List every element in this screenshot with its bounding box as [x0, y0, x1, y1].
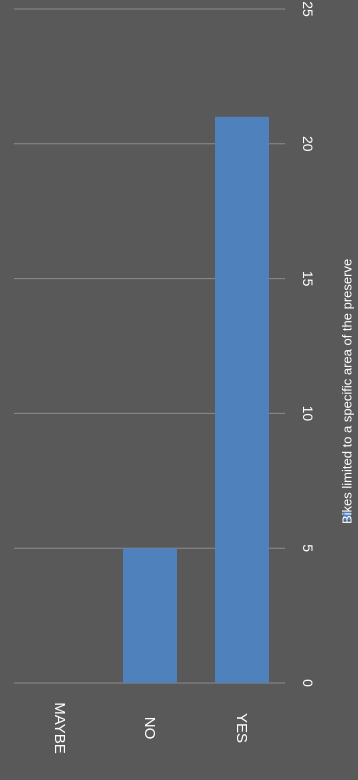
bar-no: [123, 548, 177, 683]
tick-label-25: 25: [300, 1, 316, 17]
legend-swatch: [343, 512, 351, 520]
legend-label: Bikes limited to a specific area of the …: [340, 259, 355, 524]
category-label-no: NO: [141, 717, 158, 740]
category-label-yes: YES: [233, 713, 250, 743]
category-label-maybe: MAYBE: [51, 702, 68, 753]
bars: [123, 116, 269, 684]
tick-label-10: 10: [300, 406, 316, 422]
tick-label-5: 5: [300, 544, 316, 552]
tick-label-15: 15: [300, 271, 316, 287]
legend: Bikes limited to a specific area of the …: [340, 259, 355, 524]
tick-label-0: 0: [300, 679, 316, 687]
tick-label-20: 20: [300, 136, 316, 152]
category-labels: MAYBE NO YES: [51, 702, 250, 753]
value-tick-labels: 0 5 10 15 20 25: [300, 1, 316, 687]
bar-yes: [215, 116, 269, 684]
